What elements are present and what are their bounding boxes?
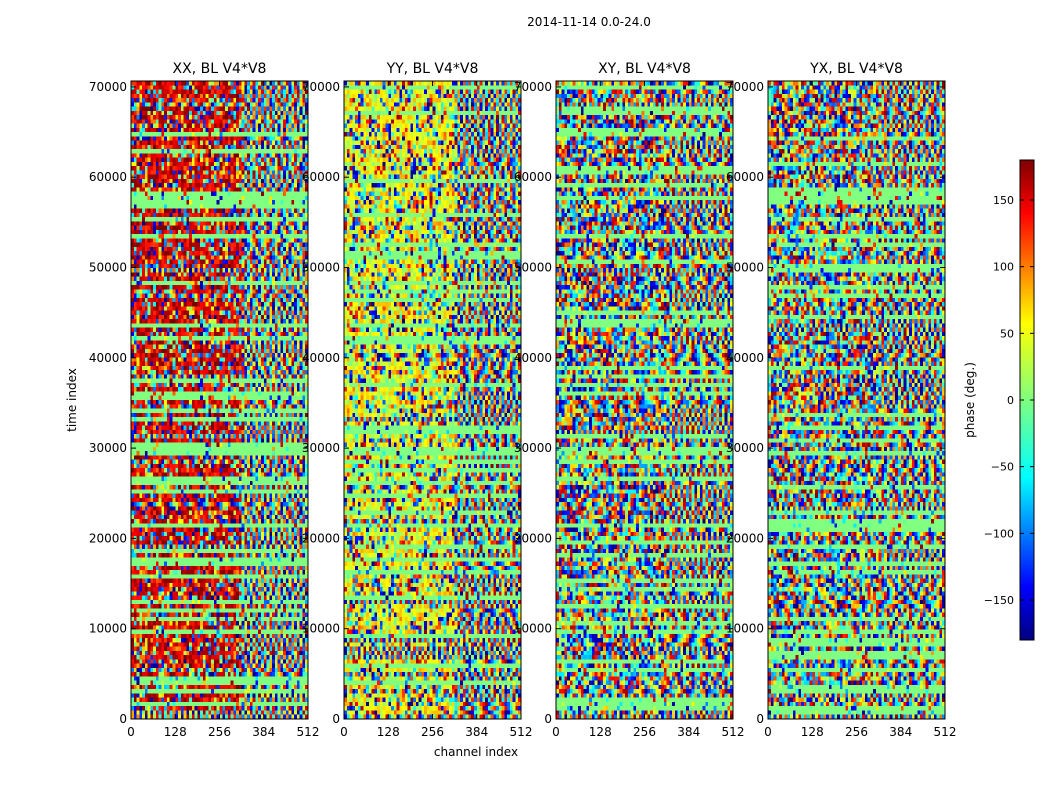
y-tick-label: 70000	[89, 80, 127, 94]
y-tick-label: 40000	[89, 351, 127, 365]
heatmap-panels: XX, BL V4*V8 0 128 256 384 512 0 10000 20000 3000…	[89, 61, 957, 739]
y-tick-label: 10000	[514, 622, 552, 636]
heatmap-cells	[131, 81, 308, 719]
colorbar-tick-label: −100	[984, 527, 1014, 540]
y-tick-label: 50000	[302, 261, 340, 275]
y-tick-label: 0	[119, 712, 127, 726]
colorbar: 150 100 50 0 −50 −100 −150 phase (deg.)	[963, 159, 1035, 641]
heatmap-cells	[768, 81, 945, 719]
colorbar-ticks: 150 100 50 0 −50 −100 −150	[984, 194, 1034, 607]
y-tick-label: 50000	[726, 261, 764, 275]
y-tick-label: 40000	[726, 351, 764, 365]
x-tick-label: 384	[252, 725, 275, 739]
colorbar-tick-label: −50	[991, 461, 1014, 474]
x-tick-label: 512	[934, 725, 957, 739]
x-tick-label: 0	[340, 725, 348, 739]
panel-title: XY, BL V4*V8	[598, 61, 691, 77]
panel-title: XX, BL V4*V8	[173, 61, 267, 77]
y-tick-label: 20000	[302, 531, 340, 545]
heatmap-cells	[556, 81, 733, 719]
y-tick-label: 40000	[302, 351, 340, 365]
y-tick-label: 0	[756, 712, 764, 726]
y-tick-label: 50000	[514, 261, 552, 275]
colorbar-label: phase (deg.)	[963, 362, 977, 438]
x-tick-label: 128	[164, 725, 187, 739]
x-tick-label: 256	[845, 725, 868, 739]
x-tick-label: 384	[889, 725, 912, 739]
y-tick-label: 60000	[89, 170, 127, 184]
colorbar-tick-label: 50	[1000, 327, 1014, 340]
y-tick-label: 30000	[89, 441, 127, 455]
x-tick-label: 0	[552, 725, 560, 739]
colorbar-tick-label: 100	[993, 261, 1014, 274]
y-tick-label: 40000	[514, 351, 552, 365]
x-tick-label: 256	[208, 725, 231, 739]
y-tick-label: 0	[544, 712, 552, 726]
y-tick-label: 10000	[89, 622, 127, 636]
colorbar-tick-label: 150	[993, 194, 1014, 207]
y-tick-label: 60000	[302, 170, 340, 184]
heatmap-cells	[344, 81, 521, 719]
panel: XX, BL V4*V8 0 128 256 384 512 0 10000 20000 3000…	[89, 61, 320, 739]
y-tick-label: 20000	[514, 531, 552, 545]
x-tick-label: 128	[589, 725, 612, 739]
colorbar-tick-label: 0	[1007, 394, 1014, 407]
y-axis-label: time index	[65, 368, 79, 432]
figure-title: 2014-11-14 0.0-24.0	[527, 15, 651, 29]
x-tick-label: 384	[677, 725, 700, 739]
x-tick-label: 512	[722, 725, 745, 739]
x-tick-label: 128	[377, 725, 400, 739]
y-tick-label: 50000	[89, 261, 127, 275]
y-tick-label: 30000	[514, 441, 552, 455]
x-tick-label: 512	[510, 725, 533, 739]
panel: XY, BL V4*V8 0 128 256 384 512 0 10000 20000 3000…	[514, 61, 745, 739]
y-tick-label: 70000	[726, 80, 764, 94]
y-tick-label: 10000	[302, 622, 340, 636]
x-tick-label: 0	[127, 725, 135, 739]
panel: YX, BL V4*V8 0 128 256 384 512 0 10000 20000 3000…	[726, 61, 957, 739]
x-tick-label: 256	[421, 725, 444, 739]
y-tick-label: 60000	[726, 170, 764, 184]
x-tick-label: 128	[801, 725, 824, 739]
y-tick-label: 60000	[514, 170, 552, 184]
y-tick-label: 20000	[726, 531, 764, 545]
y-tick-label: 0	[332, 712, 340, 726]
y-tick-label: 70000	[302, 80, 340, 94]
panel: YY, BL V4*V8 0 128 256 384 512 0 10000 20000 3000…	[302, 61, 533, 739]
y-tick-label: 10000	[726, 622, 764, 636]
x-tick-label: 0	[764, 725, 772, 739]
y-tick-label: 30000	[302, 441, 340, 455]
panel-title: YX, BL V4*V8	[809, 61, 903, 77]
y-tick-label: 70000	[514, 80, 552, 94]
x-tick-label: 256	[633, 725, 656, 739]
x-tick-label: 512	[297, 725, 320, 739]
x-tick-label: 384	[465, 725, 488, 739]
panel-title: YY, BL V4*V8	[386, 61, 479, 77]
y-tick-label: 30000	[726, 441, 764, 455]
colorbar-tick-label: −150	[984, 594, 1014, 607]
x-axis-label: channel index	[434, 745, 518, 759]
y-tick-label: 20000	[89, 531, 127, 545]
